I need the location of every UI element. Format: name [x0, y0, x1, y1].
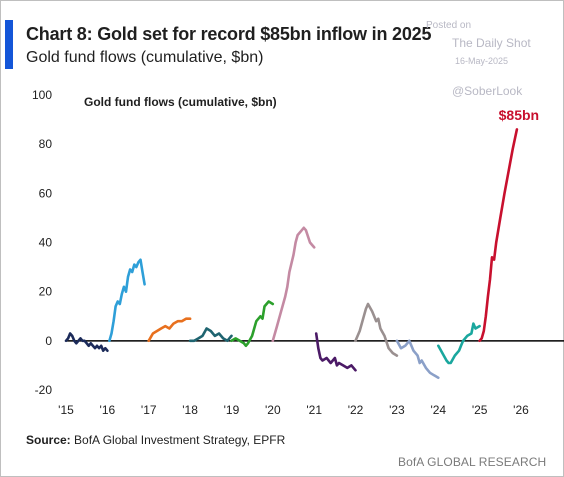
source-label: Source: [26, 433, 71, 447]
watermark-name: The Daily Shot [452, 36, 531, 50]
series-line-11 [478, 128, 519, 343]
x-tick-label: '17 [141, 403, 157, 417]
y-tick-label: 0 [45, 334, 52, 348]
x-tick-label: '25 [472, 403, 488, 417]
y-tick-label: 60 [39, 186, 53, 200]
chart-inner-title: Gold fund flows (cumulative, $bn) [84, 95, 277, 109]
x-tick-label: '19 [224, 403, 240, 417]
watermark-date: 16-May-2025 [455, 56, 509, 66]
source-note: Source: BofA Global Investment Strategy,… [26, 433, 285, 447]
x-tick-label: '24 [430, 403, 446, 417]
series-line-1 [64, 332, 109, 353]
y-tick-label: 80 [39, 137, 53, 151]
series-line-5 [230, 300, 275, 348]
series-line-2 [108, 258, 146, 343]
title-accent-bar [5, 20, 13, 69]
watermark-handle: @SoberLook [452, 84, 523, 98]
x-tick-label: '18 [182, 403, 198, 417]
annotation-label: $85bn [499, 107, 539, 123]
x-tick-label: '26 [513, 403, 529, 417]
series-line-8 [354, 302, 399, 357]
y-tick-label: 100 [32, 88, 52, 102]
series-line-6 [271, 226, 316, 343]
x-tick-label: '22 [348, 403, 364, 417]
x-tick-label: '16 [100, 403, 116, 417]
y-tick-label: -20 [35, 383, 53, 397]
x-tick-label: '15 [58, 403, 74, 417]
source-text: BofA Global Investment Strategy, EPFR [74, 433, 286, 447]
chart-subtitle: Gold fund flows (cumulative, $bn) [26, 49, 264, 66]
series-line-10 [436, 322, 481, 365]
chart-title: Chart 8: Gold set for record $85bn inflo… [26, 24, 432, 44]
x-tick-label: '20 [265, 403, 281, 417]
y-tick-label: 20 [39, 285, 53, 299]
series-line-9 [395, 339, 440, 380]
x-tick-label: '23 [389, 403, 405, 417]
series-line-4 [188, 327, 233, 343]
y-tick-label: 40 [39, 236, 53, 250]
series-line-7 [314, 332, 357, 372]
x-tick-label: '21 [306, 403, 322, 417]
series-line-3 [147, 317, 192, 343]
watermark-posted: Posted on [426, 20, 472, 31]
brand-logo-text: BofA GLOBAL RESEARCH [398, 455, 547, 469]
